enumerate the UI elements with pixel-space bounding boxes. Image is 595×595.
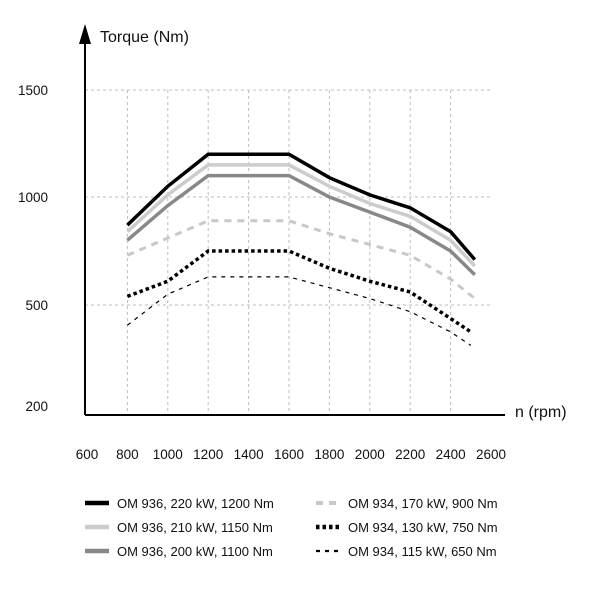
x-tick-label: 2600 (476, 447, 506, 462)
x-tick-label: 800 (116, 447, 139, 462)
y-tick-label: 200 (25, 399, 48, 414)
series-line (126, 173, 477, 277)
series-line (126, 249, 472, 334)
legend: OM 936, 220 kW, 1200 Nm OM 936, 210 kW, 1… (85, 496, 498, 559)
x-tick-label: 2200 (395, 447, 425, 462)
y-tick-label: 1500 (18, 83, 48, 98)
legend-label: OM 936, 200 kW, 1100 Nm (117, 544, 273, 559)
legend-label: OM 934, 130 kW, 750 Nm (348, 520, 498, 535)
y-axis-title: Torque (Nm) (100, 29, 189, 46)
x-tick-label: 2400 (436, 447, 466, 462)
series-line (127, 276, 472, 346)
legend-label: OM 934, 170 kW, 900 Nm (348, 496, 498, 511)
y-axis-arrow-icon (79, 24, 91, 44)
x-tick-label: 1000 (153, 447, 183, 462)
axes: Torque (Nm) n (rpm) (79, 24, 567, 421)
x-tick-label: 600 (76, 447, 99, 462)
legend-label: OM 934, 115 kW, 650 Nm (348, 544, 497, 559)
series-line (126, 163, 477, 268)
x-tick-label: 1800 (314, 447, 344, 462)
x-tick-label: 1600 (274, 447, 304, 462)
y-tick-label: 500 (25, 298, 48, 313)
x-axis-title: n (rpm) (515, 404, 567, 421)
x-tick-label: 2000 (355, 447, 385, 462)
series-line (126, 152, 477, 261)
series-line (126, 219, 476, 300)
y-tick-label: 1000 (18, 190, 48, 205)
legend-label: OM 936, 220 kW, 1200 Nm (117, 496, 274, 511)
series-lines (126, 152, 477, 346)
legend-label: OM 936, 210 kW, 1150 Nm (117, 520, 273, 535)
x-tick-label: 1400 (234, 447, 264, 462)
tick-labels: 600 800 1000 1200 1400 1600 1800 2000 2200 2400 26… (18, 83, 506, 462)
grid (85, 89, 491, 415)
x-tick-label: 1200 (193, 447, 223, 462)
